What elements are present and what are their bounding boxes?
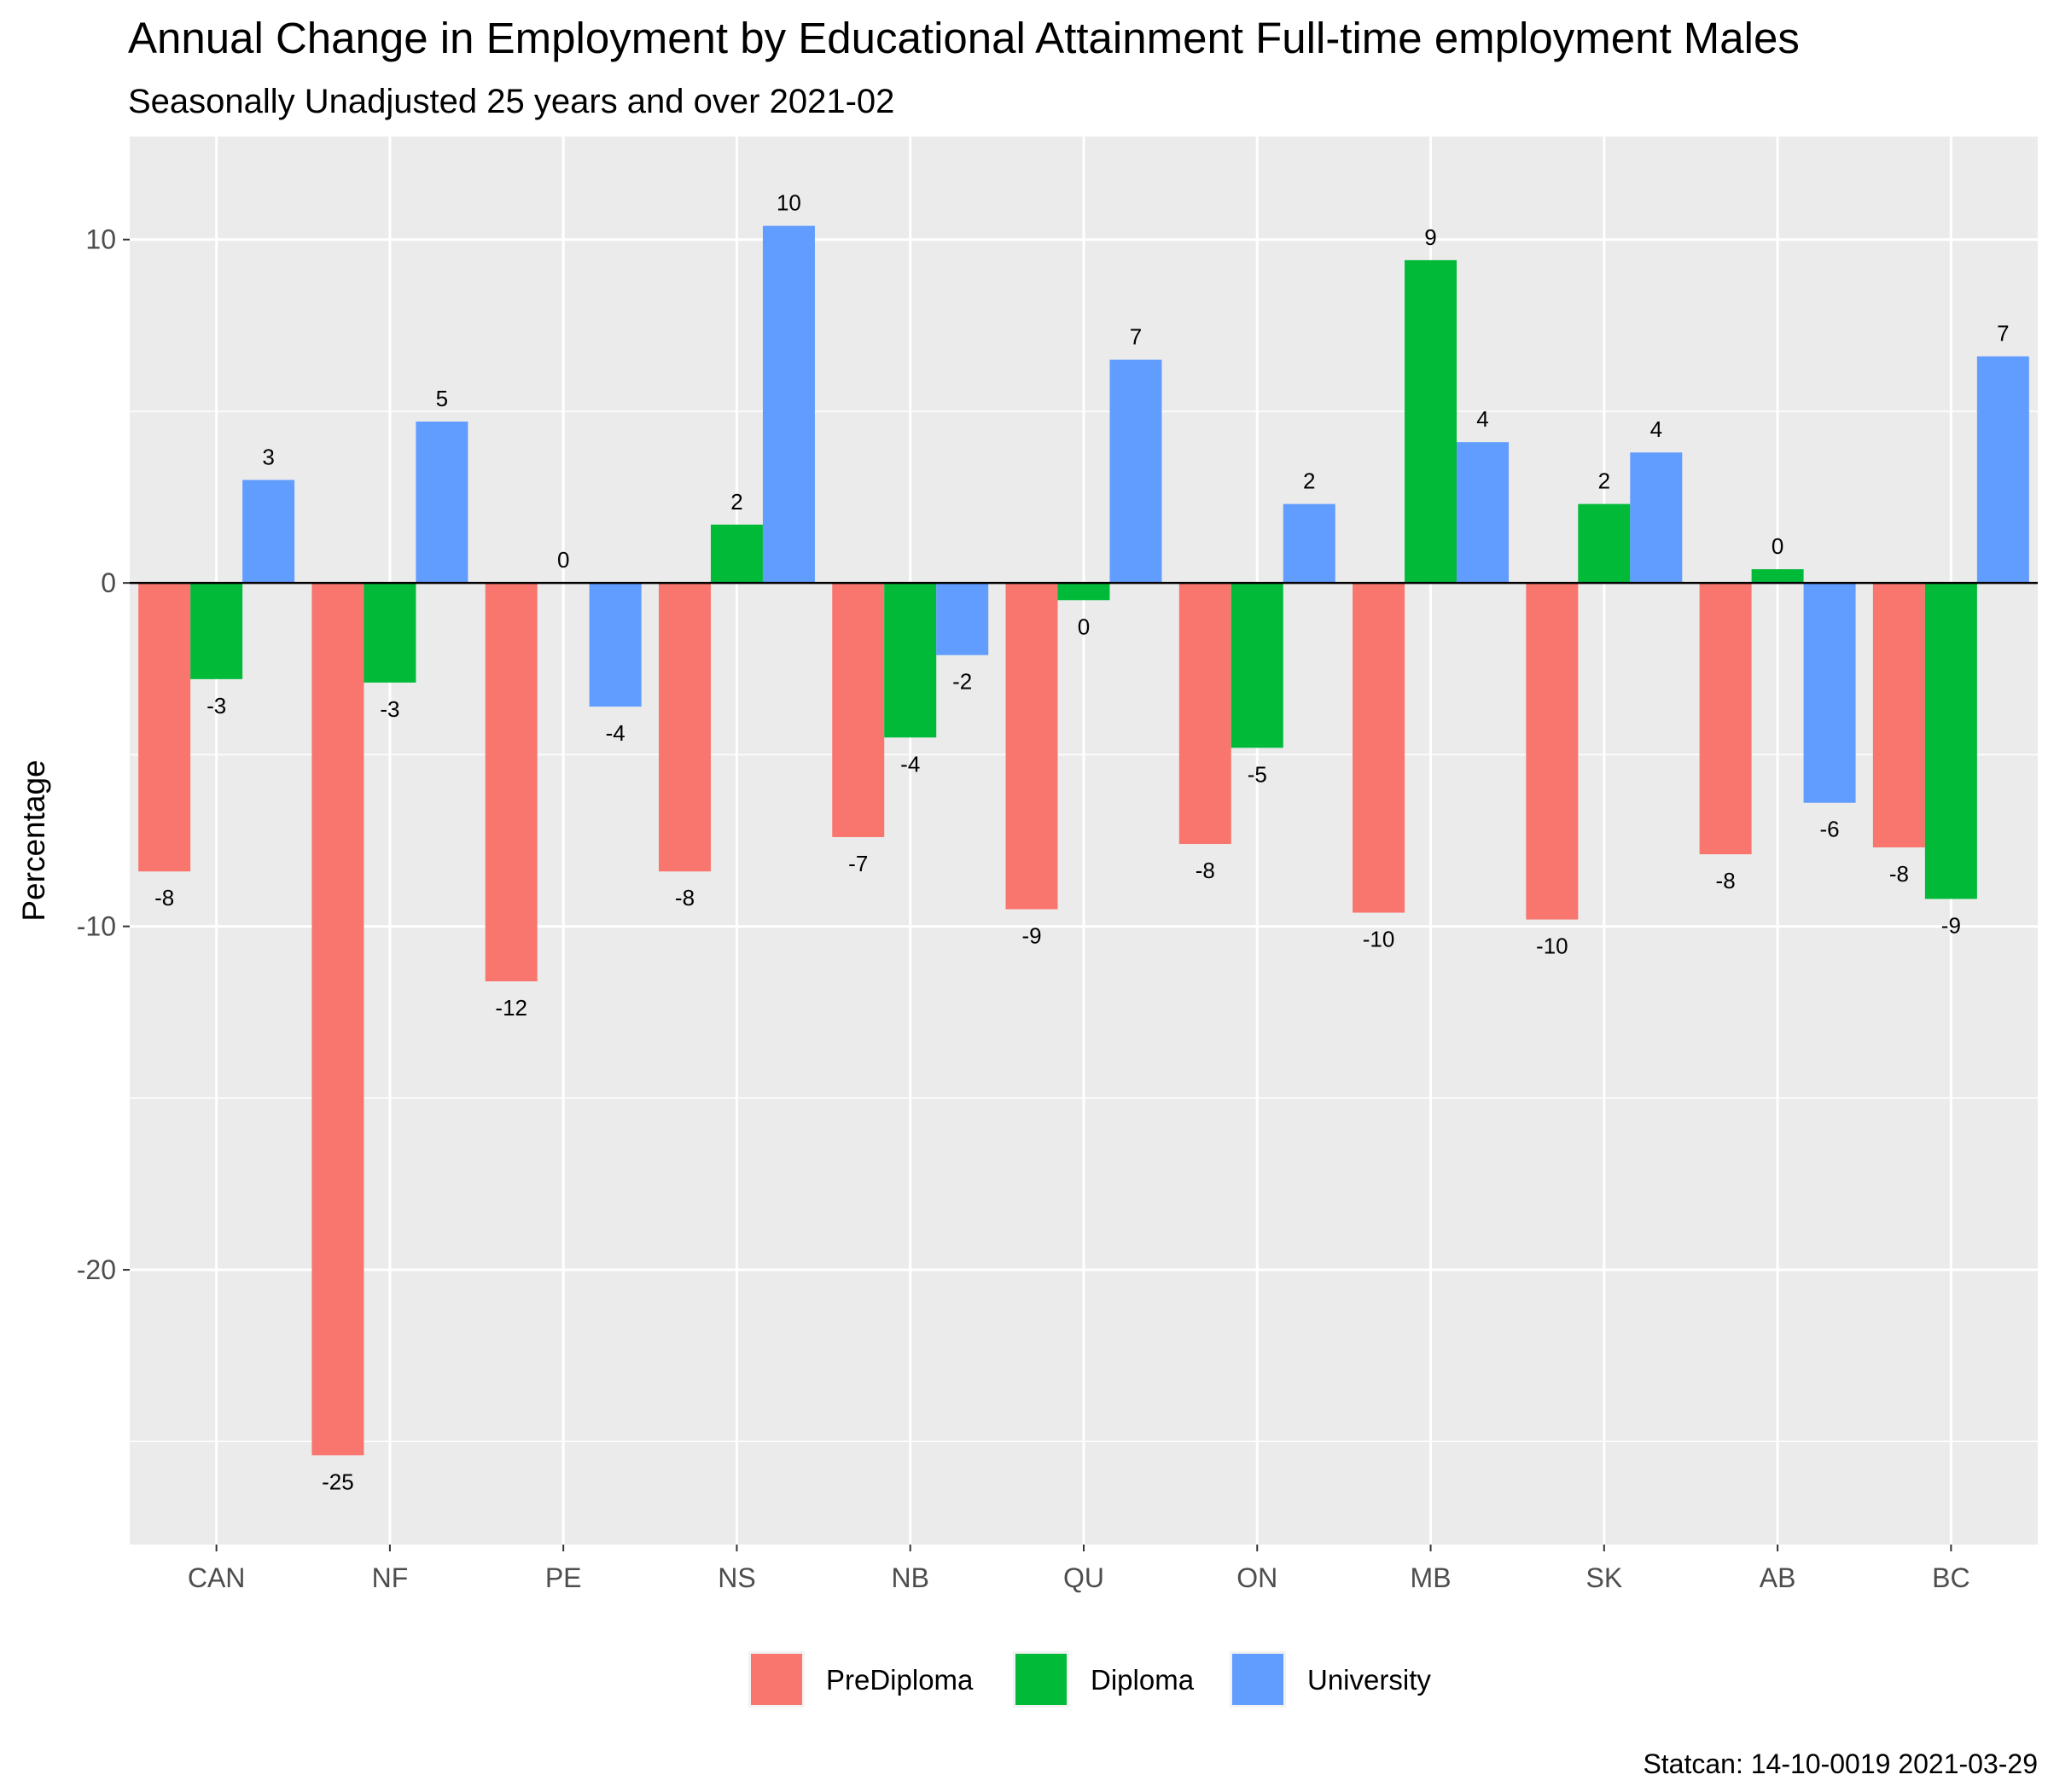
x-tick-label: QU (1063, 1562, 1104, 1593)
bar-diploma-nf (364, 583, 416, 683)
bar-labels: -8-25-12-8-7-9-8-10 -10-8 -8-3 -302-40-5920… (154, 190, 2009, 1495)
bar-label: -8 (1196, 858, 1215, 883)
bar-label: 2 (1303, 468, 1315, 494)
bar-diploma-ns (710, 524, 763, 584)
bar-prediploma-ab (1699, 583, 1752, 855)
bar-label: -2 (952, 669, 972, 695)
bar-diploma-qu (1057, 583, 1110, 601)
bar-label: 0 (1772, 533, 1783, 559)
y-tick-label: -10 (77, 911, 116, 942)
bar-university-pe (589, 583, 642, 707)
bar-label: -6 (1820, 817, 1840, 842)
x-tick-label: SK (1585, 1562, 1622, 1593)
y-tick-label: 0 (101, 567, 116, 598)
x-tick-label: NS (718, 1562, 755, 1593)
chart-caption: Statcan: 14-10-0019 2021-03-29 (1643, 1748, 2038, 1779)
bar-label: -10 (1363, 927, 1395, 952)
bar-label: -8 (675, 885, 695, 911)
x-tick-label: MB (1411, 1562, 1452, 1593)
bar-university-qu (1109, 359, 1162, 584)
bar-label: -9 (1941, 912, 1961, 938)
legend-label-diploma: Diploma (1091, 1664, 1195, 1696)
x-axis-ticks: CAN NF PE NS NB QU ON MB SK AB BC (188, 1545, 1970, 1593)
legend-label-university: University (1307, 1664, 1431, 1696)
bar-university-ns (762, 225, 815, 584)
bar-label: 7 (1130, 324, 1142, 350)
bar-university-can (242, 480, 295, 584)
bar-label: 0 (557, 547, 569, 573)
bar-diploma-can (190, 583, 243, 679)
bar-label: 10 (777, 190, 801, 216)
x-tick-label: NB (892, 1562, 929, 1593)
bars (138, 225, 2029, 1456)
bar-label: 3 (262, 444, 274, 469)
y-tick-label: -20 (77, 1254, 116, 1285)
bar-diploma-nb (884, 583, 937, 738)
bar-label: -8 (1716, 868, 1736, 893)
bar-prediploma-nb (832, 583, 885, 837)
bar-diploma-on (1231, 583, 1283, 748)
bar-prediploma-on (1178, 583, 1231, 845)
x-tick-label: CAN (188, 1562, 246, 1593)
major-gridlines (130, 137, 2038, 1545)
y-tick-label: 10 (85, 224, 116, 255)
bar-label: 2 (730, 489, 742, 515)
bar-diploma-ab (1751, 569, 1804, 584)
x-tick-label: NF (372, 1562, 409, 1593)
bar-prediploma-qu (1005, 583, 1058, 910)
bar-label: -7 (848, 851, 868, 876)
bar-prediploma-bc (1872, 583, 1925, 848)
bar-prediploma-pe (485, 583, 538, 981)
bar-label: -3 (207, 693, 226, 719)
bar-label: -25 (322, 1469, 354, 1494)
bar-diploma-sk (1578, 503, 1631, 584)
legend-key-prediploma (751, 1654, 802, 1705)
bar-label: 9 (1424, 224, 1436, 250)
bar-university-ab (1803, 583, 1856, 803)
bar-label: -8 (154, 885, 174, 911)
bar-label: -9 (1021, 922, 1041, 948)
bar-label: 7 (1997, 321, 2009, 346)
bar-diploma-bc (1924, 583, 1977, 899)
legend-label-prediploma: PreDiploma (826, 1664, 974, 1696)
bar-diploma-mb (1405, 259, 1457, 584)
legend: PreDiploma Diploma University (748, 1651, 1431, 1708)
bar-prediploma-sk (1526, 583, 1579, 920)
bar-label: -5 (1248, 761, 1267, 787)
bar-prediploma-can (138, 583, 191, 872)
y-axis-title: Percentage (16, 759, 51, 921)
bar-university-on (1283, 503, 1335, 584)
bar-university-mb (1457, 442, 1510, 584)
bar-university-sk (1630, 452, 1683, 584)
bar-label: 5 (436, 386, 448, 411)
x-tick-label: BC (1932, 1562, 1969, 1593)
bar-prediploma-ns (658, 583, 711, 872)
legend-key-diploma (1015, 1654, 1067, 1705)
bar-university-nb (936, 583, 989, 655)
bar-university-nf (416, 422, 468, 584)
bar-label: 4 (1476, 406, 1488, 432)
bar-label: -12 (495, 995, 527, 1021)
bar-prediploma-mb (1353, 583, 1405, 913)
bar-label: 4 (1650, 416, 1662, 442)
bar-label: 2 (1598, 468, 1610, 494)
bar-label: 0 (1078, 614, 1090, 639)
bar-university-bc (1976, 356, 2029, 584)
legend-key-university (1232, 1654, 1283, 1705)
bar-prediploma-nf (311, 583, 364, 1456)
bar-label: -8 (1889, 861, 1909, 887)
bar-label: -10 (1536, 934, 1568, 959)
bar-label: -4 (900, 751, 920, 777)
chart-title: Annual Change in Employment by Education… (128, 14, 1800, 62)
bar-label: -4 (606, 720, 625, 746)
bar-label: -3 (380, 696, 399, 722)
chart-subtitle: Seasonally Unadjusted 25 years and over … (128, 83, 894, 120)
x-tick-label: AB (1760, 1562, 1796, 1593)
y-axis-ticks: -20 -10 0 10 (77, 224, 130, 1285)
x-tick-label: PE (545, 1562, 582, 1593)
x-tick-label: ON (1236, 1562, 1277, 1593)
